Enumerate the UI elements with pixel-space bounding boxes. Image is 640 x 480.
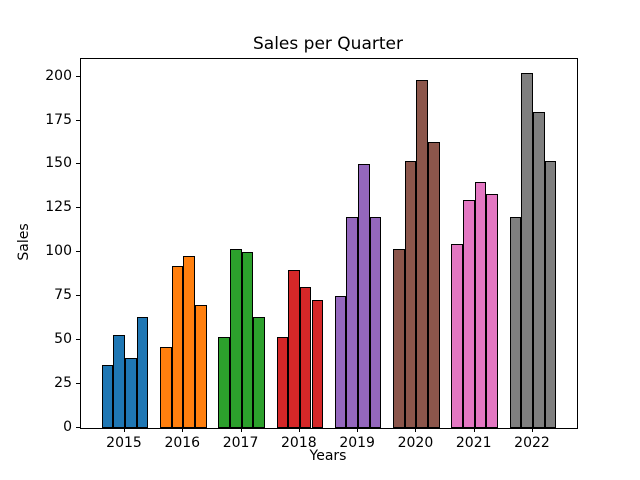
bar-2022-q2 [521,73,533,428]
bar-2019-q2 [346,217,359,428]
x-tick-label-2019: 2019 [339,435,375,451]
bar-2021-q1 [451,243,464,428]
y-tick-label-0: 0 [63,419,72,435]
y-tick-mark-75 [76,295,80,297]
y-axis-label: Sales [16,223,32,261]
bar-2017-q4 [253,317,265,428]
y-tick-mark-150 [76,163,80,165]
x-tick-mark-2018 [298,428,300,432]
bar-2017-q3 [241,252,254,428]
y-tick-mark-125 [76,207,80,209]
x-tick-mark-2022 [532,428,533,432]
bar-2022-q4 [544,160,557,428]
bar-2021-q4 [486,194,498,428]
y-tick-label-50: 50 [54,331,72,348]
bar-2016-q3 [183,255,195,428]
bar-2016-q1 [159,347,172,428]
x-tick-mark-2021 [473,428,475,432]
y-tick-mark-175 [76,119,80,121]
bar-2019-q1 [334,296,347,428]
bar-2022-q3 [533,111,545,428]
y-tick-mark-25 [76,383,80,385]
y-tick-mark-100 [76,251,80,253]
bar-2019-q4 [369,217,382,428]
y-tick-label-25: 25 [54,375,72,392]
bar-2018-q2 [288,269,300,428]
bar-2015-q1 [101,364,114,428]
x-tick-label-2021: 2021 [455,435,492,451]
bar-2018-q3 [299,287,312,428]
y-tick-mark-200 [76,75,80,77]
bar-2019-q3 [358,164,370,428]
y-tick-label-200: 200 [45,67,72,84]
y-tick-label-75: 75 [54,287,72,304]
bar-2016-q2 [171,266,184,428]
bar-2020-q4 [428,141,440,428]
chart-title: Sales per Quarter [253,34,403,54]
x-tick-label-2022: 2022 [514,435,550,451]
x-axis-label: Years [309,448,347,464]
y-tick-label-100: 100 [45,243,72,260]
x-tick-label-2015: 2015 [106,435,142,451]
bar-2016-q4 [194,305,207,428]
x-tick-label-2018: 2018 [281,435,317,451]
plot-area [80,58,578,429]
x-tick-mark-2016 [182,428,184,432]
bar-2020-q2 [404,160,417,428]
bar-2015-q3 [125,357,137,428]
bar-2021-q2 [463,199,475,428]
x-tick-mark-2017 [240,428,242,432]
bar-2017-q2 [229,248,242,428]
bar-2015-q2 [113,334,125,428]
bar-2020-q3 [416,80,429,428]
y-tick-mark-0 [76,427,80,428]
bar-2018-q4 [311,299,324,428]
bar-2022-q1 [509,217,522,428]
y-tick-label-125: 125 [45,199,72,216]
bar-2018-q1 [276,336,289,428]
y-tick-label-175: 175 [45,111,72,128]
x-tick-label-2017: 2017 [222,435,259,451]
x-tick-mark-2019 [357,428,359,432]
y-tick-mark-50 [76,339,80,341]
bar-2017-q1 [218,336,230,428]
x-tick-label-2020: 2020 [397,435,434,451]
x-tick-label-2016: 2016 [164,435,201,451]
bar-2020-q1 [393,248,405,428]
bar-2021-q3 [474,182,487,428]
bar-2015-q4 [136,317,149,428]
x-tick-mark-2020 [415,428,417,432]
x-tick-mark-2015 [124,428,125,432]
y-tick-label-150: 150 [45,155,72,172]
